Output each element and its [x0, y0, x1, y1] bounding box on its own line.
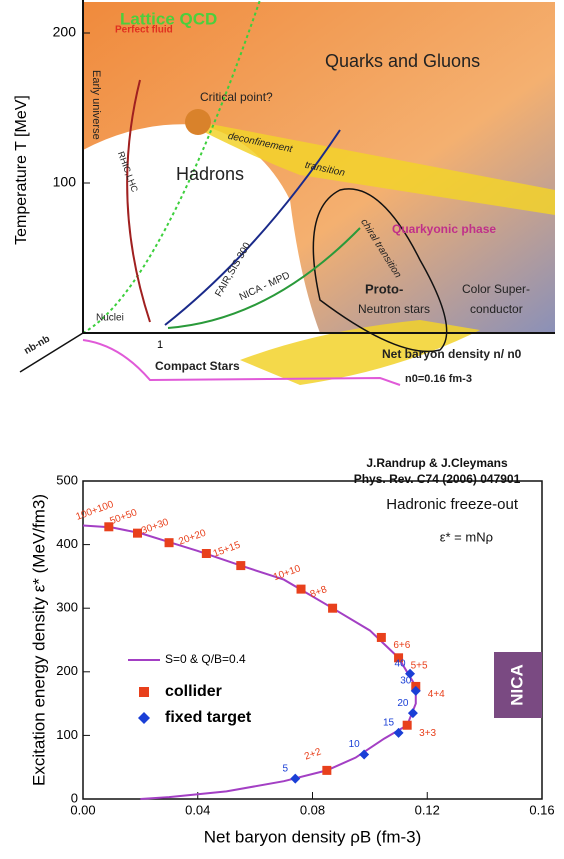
curve [82, 524, 417, 800]
x-tick-label: 1 [157, 339, 163, 351]
point-label: 30+30 [140, 517, 171, 537]
y-tick-label: 500 [56, 472, 78, 487]
annotation: Phys. Rev. C74 (2006) 047901 [354, 472, 521, 486]
annotation: Hadronic freeze-out [386, 496, 519, 513]
fixed-target-point [410, 685, 421, 696]
fixed-target-point [407, 708, 418, 719]
chart: 0.00 0.04 0.08 0.12 0.16 0 100 200 300 400 500 Net … [29, 456, 554, 846]
y-tick-label: 200 [56, 663, 78, 678]
point-label: 8+8 [309, 584, 329, 600]
point-label: 40 [394, 658, 406, 669]
collider-point [394, 653, 404, 663]
critical-point [185, 109, 211, 135]
collider-point [322, 765, 332, 775]
diagram-label: conductor [470, 302, 523, 316]
x-tick-label: 0.00 [70, 802, 95, 817]
collider-point [104, 522, 114, 532]
point-label: 15+15 [212, 540, 243, 560]
diagram-label: Lattice QCD [120, 9, 217, 28]
y-tick-label: 0 [71, 790, 78, 805]
point-label: 20 [397, 698, 409, 709]
y-axis-label: Excitation energy density ε* (MeV/fm3) [29, 494, 48, 786]
legend-swatch [139, 687, 149, 697]
collider-point [133, 528, 143, 538]
diagram-label: Hadrons [176, 164, 244, 184]
fixed-target-point [359, 749, 370, 760]
fixed-target-point [393, 727, 404, 738]
diagram-label: Early universe [90, 70, 102, 140]
y-tick-label: 100 [53, 174, 77, 190]
x-axis-label: Net baryon density ρB (fm-3) [204, 827, 422, 846]
transition-band [200, 122, 555, 215]
diagram-label: Critical point? [200, 90, 273, 104]
collider-point [201, 549, 211, 559]
point-label: 10+10 [272, 563, 303, 583]
legend-swatch [138, 712, 150, 724]
collider-point [402, 720, 412, 730]
point-label: 2+2 [303, 746, 323, 762]
point-label: 3+3 [419, 728, 436, 739]
y-tick-label: 200 [53, 24, 77, 40]
fixed-target-point [290, 773, 301, 784]
diagram-label: nb-nb [22, 333, 52, 356]
collider-point [164, 538, 174, 548]
diagram-label: Neutron stars [358, 302, 430, 316]
point-label: 4+4 [428, 689, 445, 700]
point-label: 5+5 [411, 660, 428, 671]
diagram-label: Proto- [365, 281, 403, 296]
x-tick-label: 0.08 [300, 802, 325, 817]
collider-point [328, 603, 338, 613]
point-label: 5 [283, 763, 289, 774]
diagram-label: Color Super- [462, 282, 530, 296]
x-tick-label: 0.12 [415, 802, 440, 817]
diagram-label: Quarks and Gluons [325, 51, 480, 71]
diagram-label: Compact Stars [155, 359, 240, 373]
point-label: 30 [400, 676, 412, 687]
annotation: J.Randrup & J.Cleymans [366, 456, 508, 470]
point-label: 6+6 [393, 640, 410, 651]
legend-label: collider [165, 683, 222, 700]
annotation: NICA [507, 664, 526, 706]
annotation: ε* = mNρ [440, 529, 493, 544]
lattice-line [82, 0, 261, 334]
diagram-label: Quarkyonic phase [392, 222, 496, 236]
collider-point [236, 561, 246, 571]
diagram-label: n0=0.16 fm-3 [405, 373, 472, 385]
point-label: 20+20 [177, 528, 208, 548]
nica-arrow [167, 227, 361, 329]
nica-box [494, 652, 542, 718]
phase-diagram [19, 0, 555, 386]
collider-point [296, 584, 306, 594]
diagram-label: Perfect fluid [115, 25, 173, 36]
x-tick-label: 0.04 [185, 802, 210, 817]
x-axis-extension [19, 332, 84, 373]
compact-line [82, 339, 401, 386]
quarkyonic-contour [312, 188, 448, 353]
point-label: 15 [383, 717, 395, 728]
fixed-target-point [405, 668, 416, 679]
fair-arrow [164, 129, 341, 326]
point-label: 50+50 [108, 507, 139, 527]
y-tick-label: 400 [56, 536, 78, 551]
compact-band [240, 320, 480, 385]
diagram-label: Nuclei [96, 313, 124, 324]
diagram-label: Net baryon density n/ n0 [382, 347, 522, 361]
y-axis-label: Temperature T [MeV] [13, 95, 30, 245]
legend-label: S=0 & Q/B=0.4 [165, 652, 246, 666]
point-label: 10 [349, 739, 361, 750]
legend-label: fixed target [165, 709, 252, 726]
hadron-region [83, 124, 320, 334]
y-tick-label: 300 [56, 600, 78, 615]
y-tick-label: 100 [56, 727, 78, 742]
collider-point [376, 632, 386, 642]
rhic-arrow [126, 79, 151, 323]
x-tick-label: 0.16 [529, 802, 554, 817]
